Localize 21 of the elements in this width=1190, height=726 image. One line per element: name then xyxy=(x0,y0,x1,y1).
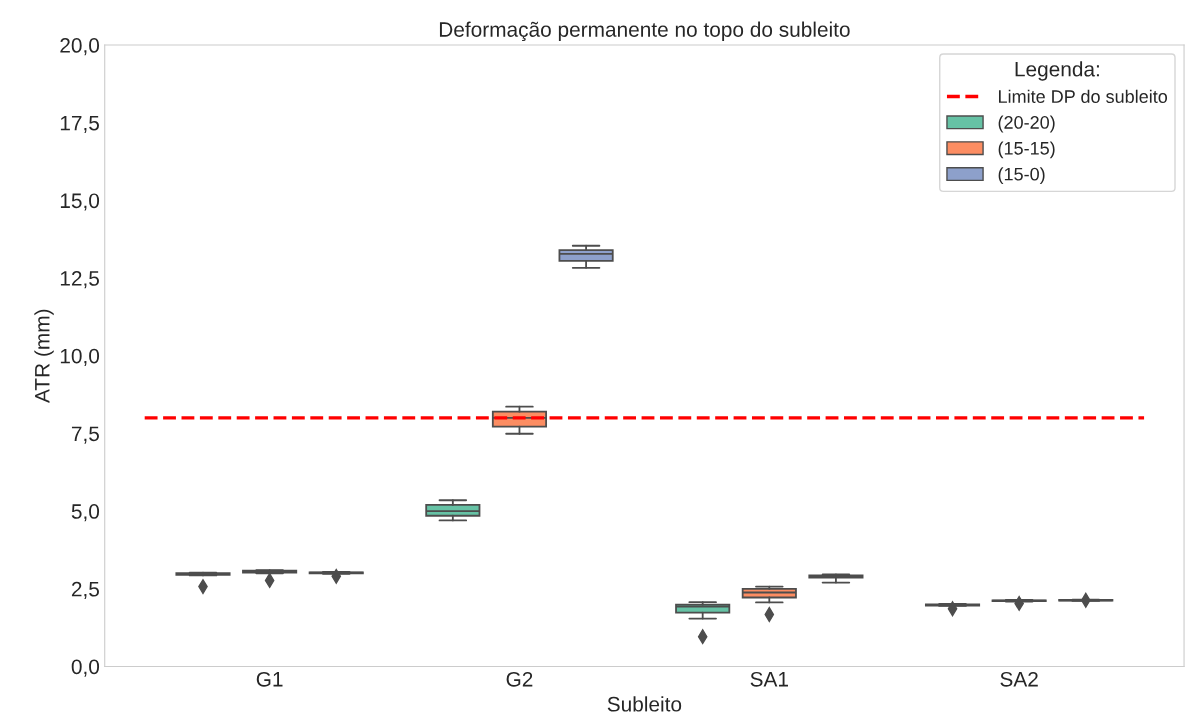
y-tick-label: 5,0 xyxy=(71,504,100,522)
x-axis-title: Subleito xyxy=(607,696,682,712)
legend-label: (15-0) xyxy=(998,167,1045,185)
y-tick-label: 0,0 xyxy=(71,659,100,677)
legend-label: Limite DP do subleito xyxy=(998,89,1168,103)
y-tick-label: 10,0 xyxy=(60,348,100,366)
x-tick-label: SA2 xyxy=(1000,671,1038,687)
y-tick-label: 7,5 xyxy=(71,426,99,444)
chart-title: Deformação permanente no topo do subleito xyxy=(439,21,850,42)
x-tick-label: SA1 xyxy=(750,671,788,687)
x-tick-label: G1 xyxy=(256,671,283,687)
y-tick-label: 2,5 xyxy=(71,581,99,599)
legend-label: (15-15) xyxy=(998,141,1055,159)
y-tick-label: 15,0 xyxy=(60,193,100,211)
legend-title: Legenda: xyxy=(1015,61,1099,81)
y-axis-title: ATR (mm) xyxy=(34,309,54,403)
x-tick-label: G2 xyxy=(506,671,533,687)
y-tick-label: 20,0 xyxy=(60,38,100,56)
y-tick-label: 12,5 xyxy=(60,271,99,289)
legend-label: (20-20) xyxy=(998,115,1055,133)
y-tick-label: 17,5 xyxy=(60,115,99,133)
